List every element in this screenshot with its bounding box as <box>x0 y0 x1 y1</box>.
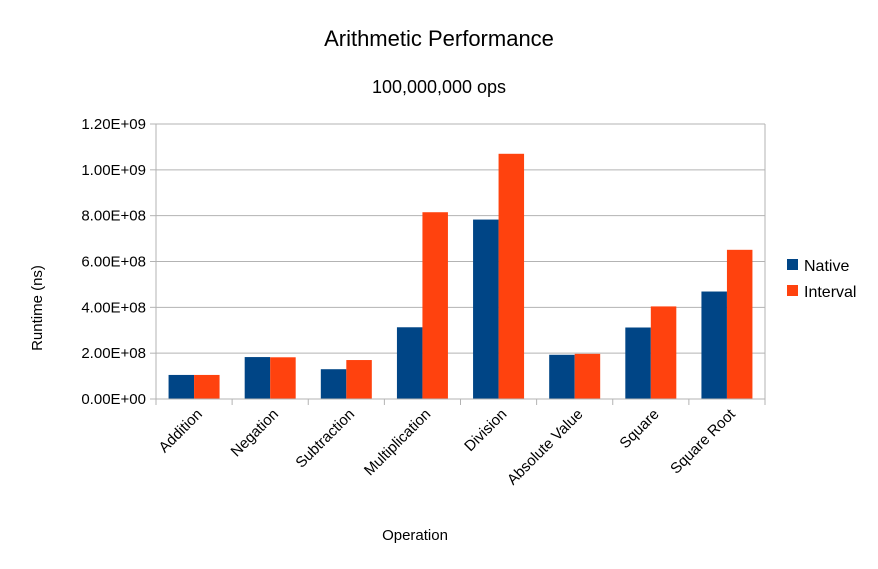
bar-interval-square-root <box>726 249 753 399</box>
bar-interval-negation <box>270 357 296 399</box>
y-axis-label: Runtime (ns) <box>29 265 46 351</box>
x-tick-label: Multiplication <box>361 406 434 479</box>
bar-interval-division <box>498 153 525 399</box>
bar-native-multiplication <box>396 327 423 399</box>
y-tick-label: 4.00E+08 <box>81 299 146 316</box>
y-tick-label: 8.00E+08 <box>81 208 146 225</box>
x-tick-label: Square <box>616 406 662 452</box>
bar-interval-absolute-value <box>574 353 601 399</box>
bar-interval-subtraction <box>346 360 372 399</box>
x-tick-labels: Addition Negation Subtraction Multiplicatio… <box>156 405 740 488</box>
y-tick-label: 1.00E+09 <box>81 162 146 179</box>
chart-title: Arithmetic Performance <box>324 26 554 51</box>
y-tick-label: 2.00E+08 <box>81 345 146 362</box>
bars <box>168 153 753 399</box>
y-tick-labels: 0.00E+00 2.00E+08 4.00E+08 6.00E+08 8.00E+08… <box>81 116 146 408</box>
x-tick-label: Subtraction <box>292 406 358 472</box>
bar-native-absolute-value <box>549 354 575 399</box>
bar-native-square <box>625 327 651 399</box>
bar-native-negation <box>244 357 271 399</box>
bar-native-addition <box>168 374 195 399</box>
x-tick-label: Negation <box>228 406 282 460</box>
bar-native-division <box>473 219 499 399</box>
axes <box>155 124 766 405</box>
x-tick-label: Absolute Value <box>504 406 587 489</box>
x-tick-label: Addition <box>156 406 206 456</box>
legend-swatch-interval <box>787 285 798 296</box>
x-tick-label: Square Root <box>667 405 739 477</box>
bar-interval-multiplication <box>422 212 448 399</box>
bar-native-square-root <box>701 291 727 399</box>
y-tick-label: 1.20E+09 <box>81 116 146 133</box>
legend-label-interval: Interval <box>804 284 856 301</box>
bar-interval-square <box>650 306 677 399</box>
legend-swatch-native <box>787 259 798 270</box>
legend: Native Interval <box>787 258 856 301</box>
y-tick-label: 6.00E+08 <box>81 254 146 271</box>
y-tick-label: 0.00E+00 <box>81 391 146 408</box>
bar-native-subtraction <box>320 369 347 399</box>
x-axis-label: Operation <box>382 527 448 544</box>
x-tick-label: Division <box>461 406 510 455</box>
legend-label-native: Native <box>804 258 849 275</box>
chart-subtitle: 100,000,000 ops <box>372 77 506 97</box>
bar-interval-addition <box>194 374 220 399</box>
